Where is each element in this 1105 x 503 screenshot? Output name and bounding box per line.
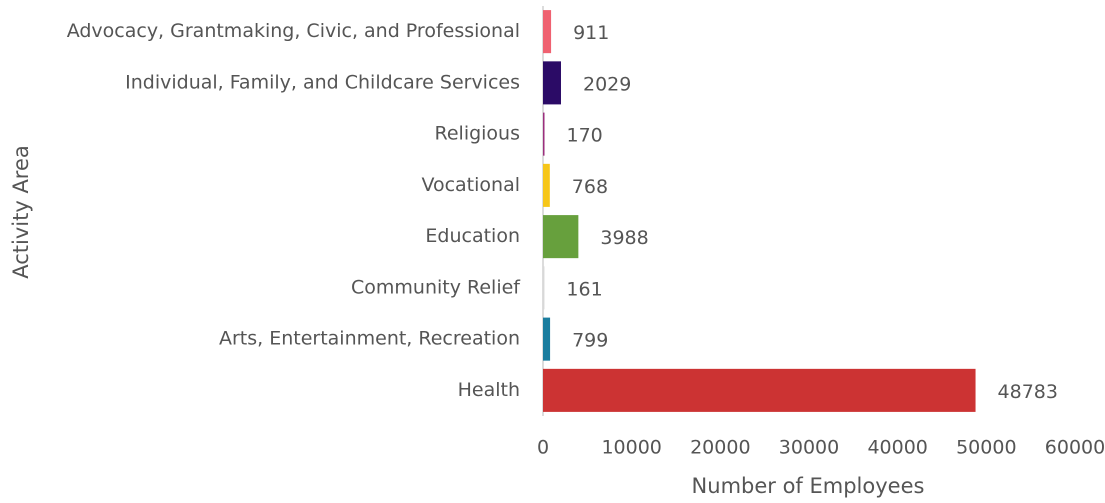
y-tick-label: Arts, Entertainment, Recreation: [219, 328, 520, 350]
bar: [543, 112, 545, 156]
x-tick-label: 40000: [867, 437, 927, 459]
y-tick-label: Religious: [435, 123, 521, 145]
bar: [543, 266, 545, 310]
y-tick-label: Education: [425, 225, 520, 247]
bar: [543, 368, 976, 412]
data-label: 768: [572, 176, 608, 198]
bar: [543, 61, 561, 105]
y-tick-label: Advocacy, Grantmaking, Civic, and Profes…: [67, 20, 520, 42]
data-label: 48783: [998, 381, 1058, 403]
data-label: 799: [572, 330, 608, 352]
y-tick-label: Individual, Family, and Childcare Servic…: [125, 71, 520, 93]
bar: [543, 163, 550, 207]
x-tick-label: 10000: [601, 437, 661, 459]
data-label: 161: [566, 278, 602, 300]
x-tick-label: 20000: [690, 437, 750, 459]
bar: [543, 215, 579, 259]
y-axis-label: Activity Area: [9, 145, 33, 279]
data-label: 2029: [583, 73, 631, 95]
y-tick-label: Vocational: [421, 174, 520, 196]
x-tick-label: 60000: [1045, 437, 1105, 459]
data-label: 3988: [600, 227, 648, 249]
x-axis-label: Number of Employees: [692, 474, 925, 498]
y-tick-label: Health: [458, 379, 520, 401]
x-tick-label: 0: [537, 437, 549, 459]
data-label: 170: [567, 125, 603, 147]
bar: [543, 317, 551, 361]
y-tick-label: Community Relief: [351, 276, 521, 298]
x-tick-label: 30000: [779, 437, 839, 459]
x-tick-label: 50000: [956, 437, 1016, 459]
data-label: 911: [573, 22, 609, 44]
bar: [543, 10, 552, 54]
